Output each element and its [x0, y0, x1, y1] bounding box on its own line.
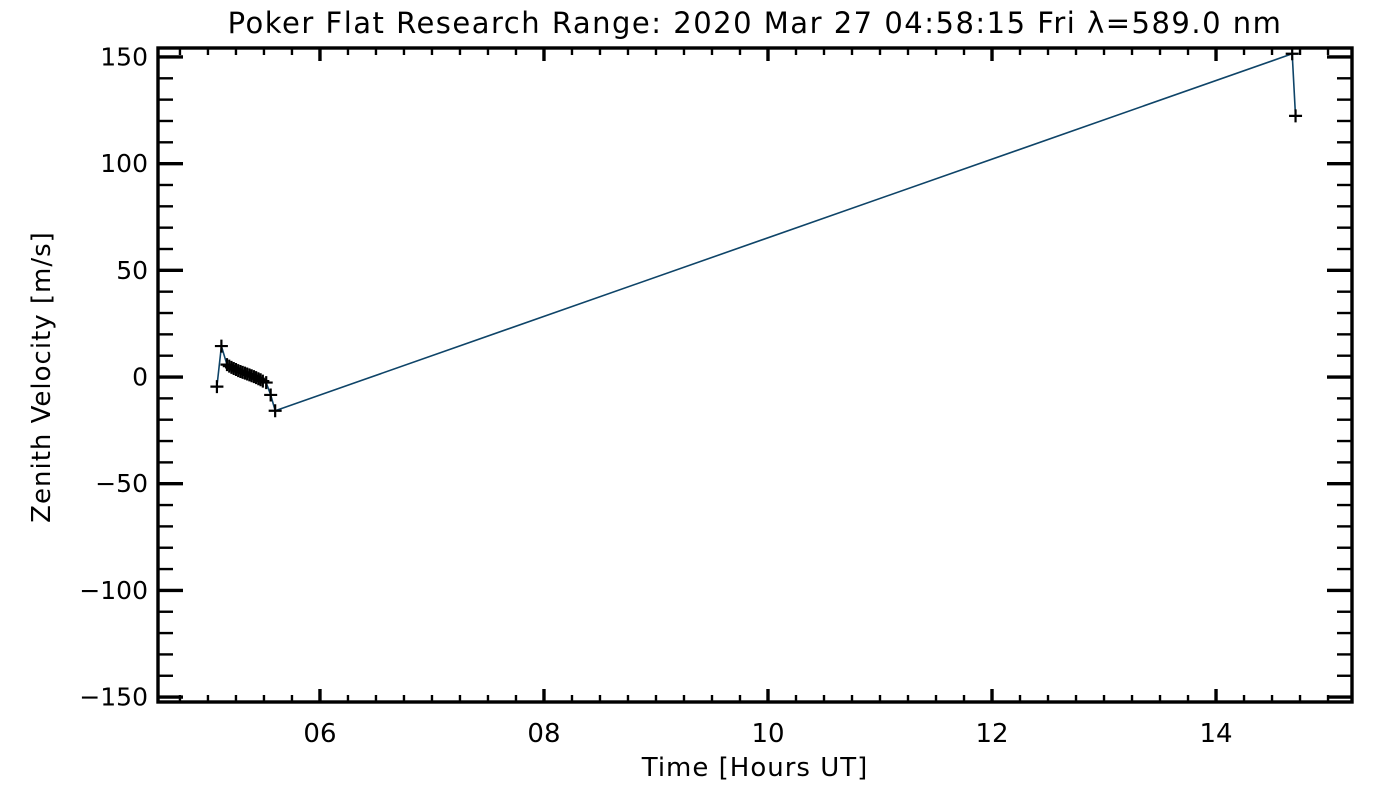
x-tick-label: 10 — [751, 719, 784, 749]
data-marker — [268, 404, 282, 418]
x-tick-label: 08 — [527, 719, 560, 749]
y-tick-label: −100 — [79, 576, 148, 605]
chart-title: Poker Flat Research Range: 2020 Mar 27 0… — [227, 6, 1283, 40]
data-marker — [1289, 109, 1303, 123]
data-marker — [1285, 47, 1299, 61]
x-tick-label: 14 — [1199, 719, 1232, 749]
data-marker — [210, 380, 224, 394]
y-tick-label: −50 — [95, 469, 148, 498]
data-marker — [264, 388, 278, 402]
x-axis-title: Time [Hours UT] — [641, 753, 869, 783]
data-line — [216, 52, 1297, 412]
y-tick-label: 100 — [100, 149, 148, 178]
data-marker — [254, 373, 268, 387]
y-tick-label: −150 — [79, 683, 148, 712]
y-tick-label: 50 — [116, 256, 148, 285]
plot-frame — [156, 46, 1354, 704]
data-marker — [259, 376, 273, 390]
data-marker — [214, 339, 228, 353]
x-tick-label: 06 — [303, 719, 336, 749]
y-tick-label: 150 — [100, 42, 148, 71]
y-tick-label: 0 — [132, 363, 148, 392]
x-tick-label: 12 — [975, 719, 1008, 749]
